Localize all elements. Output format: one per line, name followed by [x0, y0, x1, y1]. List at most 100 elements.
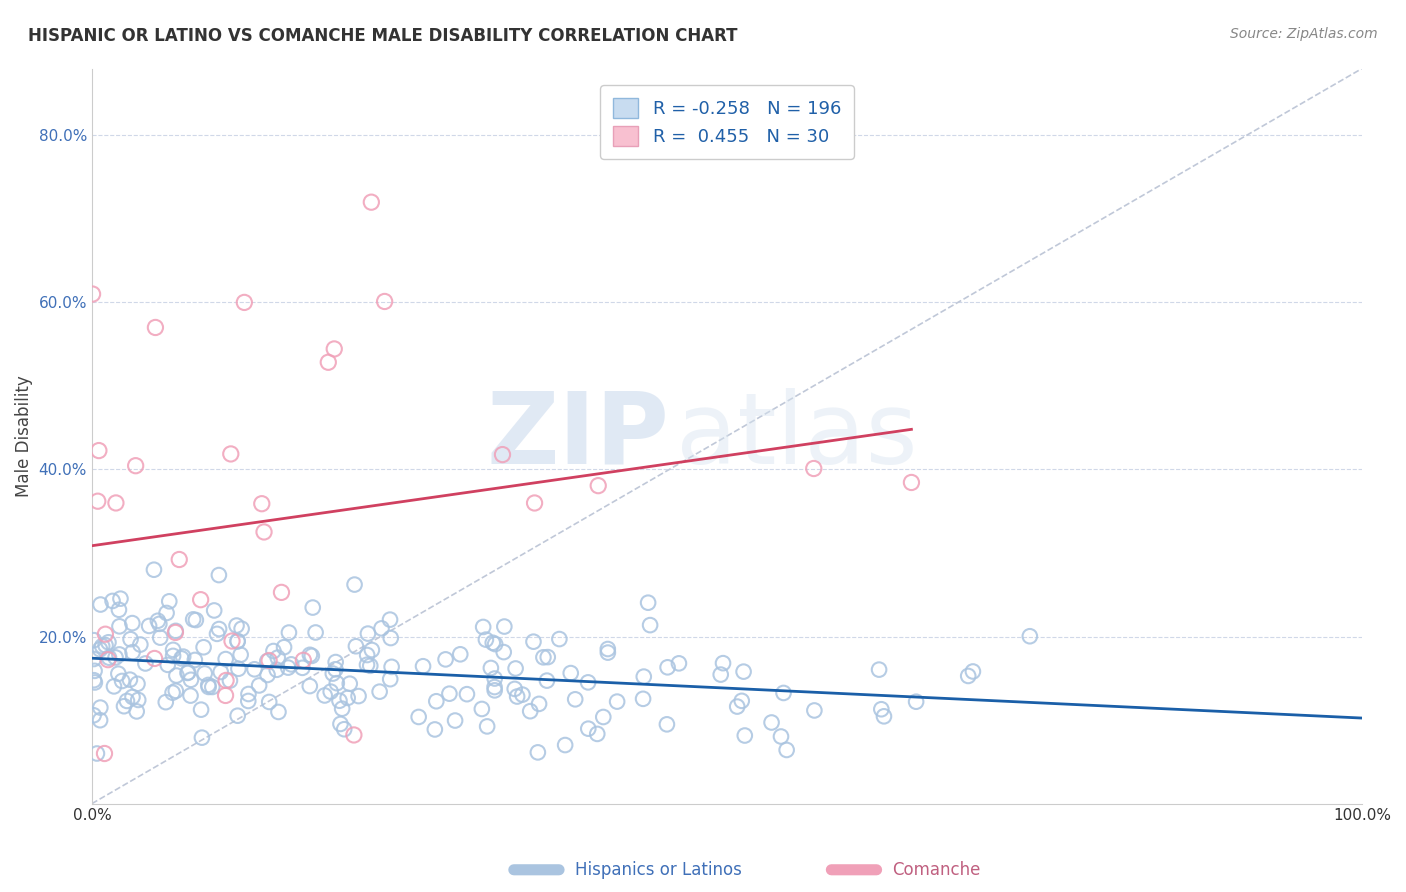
Point — [512, 688, 534, 702]
Point — [82, 287, 104, 301]
Point — [519, 704, 541, 718]
Point — [479, 661, 502, 675]
Point — [247, 678, 270, 692]
Point — [481, 636, 503, 650]
Point — [273, 640, 295, 655]
Point — [1018, 629, 1040, 643]
Text: atlas: atlas — [676, 387, 918, 484]
Y-axis label: Male Disability: Male Disability — [15, 376, 32, 497]
Point — [347, 689, 370, 703]
Point — [711, 656, 734, 670]
Point — [710, 667, 733, 681]
Point — [668, 657, 690, 671]
Point — [98, 650, 121, 665]
Point — [412, 659, 434, 673]
Point — [167, 552, 190, 566]
Point — [118, 673, 141, 687]
Point — [596, 646, 619, 660]
Point — [319, 684, 342, 698]
Point — [576, 675, 599, 690]
Point — [120, 632, 142, 647]
Point — [456, 687, 478, 701]
Point — [657, 660, 679, 674]
Point — [329, 717, 352, 731]
Point — [115, 694, 138, 708]
Point — [439, 687, 461, 701]
Point — [93, 747, 115, 761]
Point — [215, 673, 238, 688]
Point — [536, 673, 558, 688]
Point — [156, 657, 179, 672]
Point — [359, 658, 381, 673]
Point — [129, 638, 152, 652]
Text: Source: ZipAtlas.com: Source: ZipAtlas.com — [1230, 27, 1378, 41]
Point — [238, 687, 260, 701]
Point — [108, 648, 131, 662]
Point — [638, 618, 661, 632]
Point — [380, 631, 402, 645]
Point — [503, 681, 526, 696]
Point — [277, 660, 299, 674]
Point — [231, 622, 253, 636]
Point — [291, 661, 314, 675]
Point — [157, 594, 180, 608]
Point — [219, 673, 242, 688]
Point — [472, 620, 495, 634]
Point — [89, 642, 111, 657]
Point — [425, 694, 447, 708]
Point — [333, 723, 356, 737]
Text: HISPANIC OR LATINO VS COMANCHE MALE DISABILITY CORRELATION CHART: HISPANIC OR LATINO VS COMANCHE MALE DISA… — [28, 27, 738, 45]
Point — [191, 731, 214, 745]
Point — [803, 461, 825, 475]
Point — [356, 648, 378, 662]
Point — [108, 619, 131, 633]
Point — [111, 673, 134, 688]
Point — [257, 695, 280, 709]
Point — [108, 603, 131, 617]
Point — [357, 626, 380, 640]
Point — [83, 708, 105, 723]
Point — [772, 686, 794, 700]
Point — [267, 705, 290, 719]
Point — [162, 643, 184, 657]
Point — [201, 680, 224, 694]
Point — [101, 594, 124, 608]
Point — [292, 653, 315, 667]
Point — [381, 660, 404, 674]
Point — [256, 654, 278, 668]
Point — [238, 694, 260, 708]
Point — [181, 612, 204, 626]
Point — [444, 714, 467, 728]
Point — [180, 673, 202, 687]
Point — [328, 694, 350, 708]
Point — [89, 713, 111, 727]
Point — [586, 727, 609, 741]
Point — [266, 663, 288, 677]
Point — [177, 665, 200, 680]
Point — [343, 728, 366, 742]
Point — [270, 585, 292, 599]
Point — [165, 668, 187, 682]
Point — [734, 729, 756, 743]
Point — [107, 666, 129, 681]
Point — [89, 598, 111, 612]
Point — [633, 670, 655, 684]
Point — [803, 703, 825, 717]
Point — [637, 596, 659, 610]
Point — [194, 666, 217, 681]
Point — [548, 632, 571, 646]
Point — [298, 679, 321, 693]
Point — [155, 606, 177, 620]
Point — [339, 676, 361, 690]
Point — [91, 639, 114, 653]
Point — [314, 689, 336, 703]
Point — [868, 663, 890, 677]
Point — [243, 662, 266, 676]
Point — [370, 621, 392, 635]
Point — [870, 702, 893, 716]
Point — [301, 600, 323, 615]
Point — [228, 662, 250, 676]
Point — [344, 639, 367, 653]
Point — [905, 695, 928, 709]
Point — [491, 448, 513, 462]
